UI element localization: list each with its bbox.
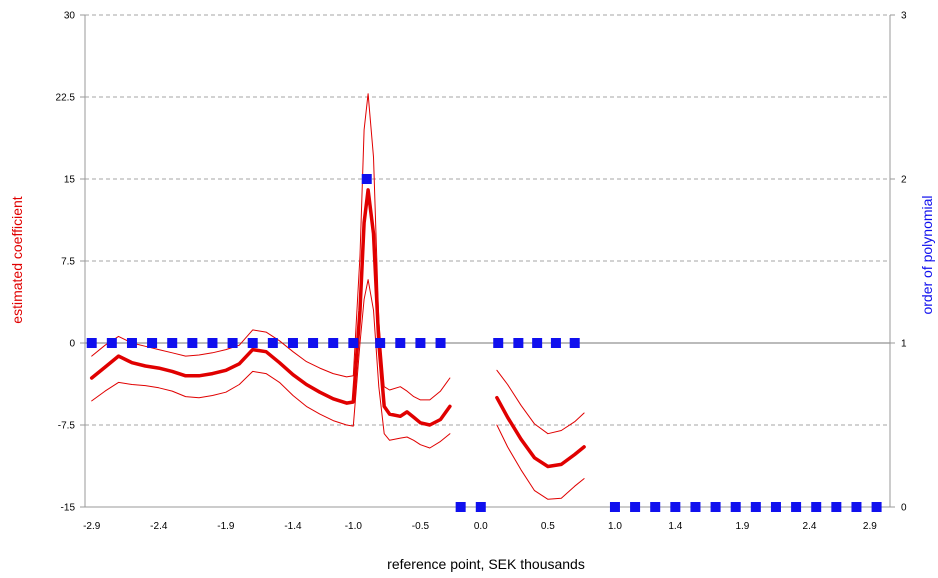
x-tick-label: -1.9: [217, 521, 235, 532]
series-lines: [89, 93, 586, 500]
x-tick-label: -2.4: [150, 521, 168, 532]
polynomial-order-marker: [86, 338, 97, 348]
x-tick-label: -1.0: [345, 521, 363, 532]
polynomial-order-marker: [670, 502, 681, 512]
polynomial-order-markers: [86, 174, 882, 512]
polynomial-order-marker: [106, 338, 117, 348]
x-tick-label: -1.4: [284, 521, 302, 532]
polynomial-order-marker: [207, 338, 218, 348]
polynomial-order-marker: [167, 338, 178, 348]
polynomial-order-marker: [630, 502, 641, 512]
x-tick-labels: -2.9 -2.4 -1.9 -1.4 -1.0 -0.5 0.0 0.5 1.0 1.4 1.9 2…: [83, 521, 877, 532]
polynomial-order-marker: [435, 338, 446, 348]
polynomial-order-marker: [375, 338, 386, 348]
y-tick-labels: 30 22.5 15 7.5 0 -7.5 -15: [56, 11, 76, 514]
y2-tick-label: 2: [901, 175, 907, 186]
x-tick-label: 2.4: [803, 521, 817, 532]
estimate-line: [89, 188, 452, 427]
x-tick-label: 1.0: [608, 521, 622, 532]
polynomial-order-marker: [126, 338, 137, 348]
polynomial-order-marker: [475, 502, 486, 512]
x-axis-title: reference point, SEK thousands: [387, 556, 585, 572]
polynomial-order-marker: [609, 502, 620, 512]
polynomial-order-marker: [750, 502, 761, 512]
y-tick-label: -7.5: [58, 421, 76, 432]
polynomial-order-marker: [730, 502, 741, 512]
lower-bound-line: [496, 424, 585, 500]
polynomial-order-marker: [187, 338, 198, 348]
y2-tick-labels: 3 2 1 0: [901, 11, 907, 514]
polynomial-order-marker: [308, 338, 319, 348]
polynomial-order-marker: [267, 338, 278, 348]
y-tick-label: 30: [64, 11, 76, 22]
polynomial-order-marker: [770, 502, 781, 512]
polynomial-order-marker: [247, 338, 258, 348]
x-tick-label: 1.4: [668, 521, 682, 532]
polynomial-order-marker: [851, 502, 862, 512]
polynomial-order-marker: [361, 174, 372, 184]
polynomial-order-marker: [455, 502, 466, 512]
y-tick-label: 0: [69, 339, 75, 350]
y2-tick-label: 1: [901, 339, 907, 350]
polynomial-order-marker: [395, 338, 406, 348]
x-tick-label: 0.0: [474, 521, 488, 532]
estimate-line: [495, 395, 586, 469]
x-tick-label: -0.5: [412, 521, 430, 532]
polynomial-order-marker: [415, 338, 426, 348]
y-tick-label: 15: [64, 175, 76, 186]
polynomial-order-marker: [227, 338, 238, 348]
polynomial-order-marker: [831, 502, 842, 512]
y2-axis-title: order of polynomial: [919, 195, 935, 314]
y-axis-title: estimated coefficient: [9, 196, 25, 323]
polynomial-order-marker: [147, 338, 158, 348]
polynomial-order-marker: [513, 338, 524, 348]
polynomial-order-marker: [328, 338, 339, 348]
polynomial-order-marker: [348, 338, 359, 348]
y-tick-label: -15: [61, 503, 76, 514]
x-tick-label: -2.9: [83, 521, 101, 532]
grid-lines: [85, 14, 890, 426]
x-tick-label: 2.9: [863, 521, 877, 532]
lower-bound-line: [91, 279, 451, 449]
polynomial-order-marker: [690, 502, 701, 512]
x-tick-label: 1.9: [735, 521, 749, 532]
polynomial-order-marker: [811, 502, 822, 512]
y2-tick-label: 3: [901, 11, 907, 22]
polynomial-order-marker: [871, 502, 882, 512]
polynomial-order-marker: [287, 338, 298, 348]
y-tick-label: 22.5: [56, 93, 76, 104]
y-tick-label: 7.5: [61, 257, 75, 268]
polynomial-order-marker: [532, 338, 543, 348]
polynomial-order-marker: [791, 502, 802, 512]
upper-bound-line: [91, 93, 451, 401]
polynomial-order-marker: [569, 338, 580, 348]
y2-tick-label: 0: [901, 503, 907, 514]
upper-bound-line: [496, 369, 585, 435]
polynomial-order-marker: [650, 502, 661, 512]
polynomial-order-marker: [493, 338, 504, 348]
polynomial-order-marker: [710, 502, 721, 512]
polynomial-order-marker: [550, 338, 561, 348]
x-tick-label: 0.5: [541, 521, 555, 532]
